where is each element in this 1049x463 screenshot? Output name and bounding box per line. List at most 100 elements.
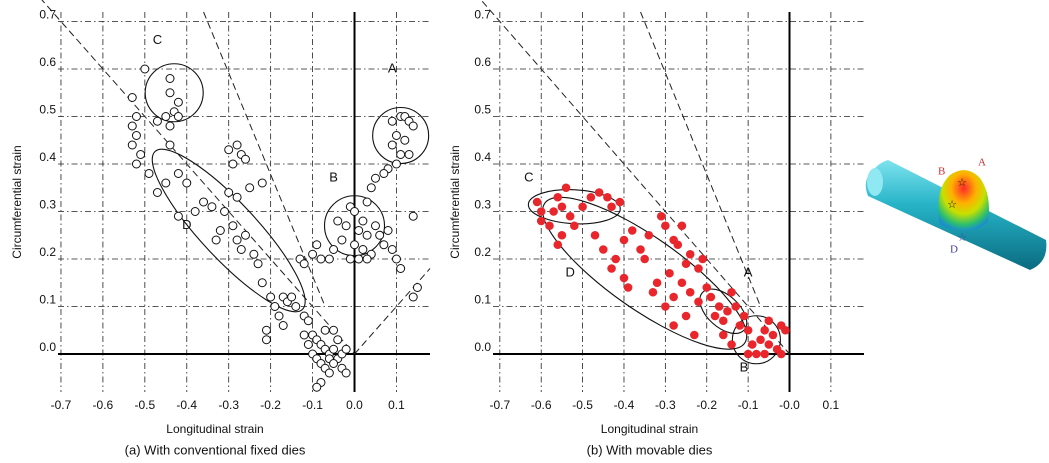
data-point — [367, 184, 375, 192]
data-point — [371, 174, 379, 182]
data-point — [599, 245, 608, 254]
data-point — [174, 113, 182, 121]
star: ☆ — [957, 177, 967, 189]
data-point — [330, 345, 338, 353]
data-point — [279, 322, 287, 330]
data-point — [603, 193, 612, 202]
data-point — [624, 283, 633, 292]
region-label: C — [524, 170, 533, 185]
x-tick-label: -0.3 — [655, 398, 676, 412]
data-point — [702, 283, 711, 292]
y-tick-label: 0.0 — [474, 340, 491, 354]
data-point — [719, 316, 728, 325]
data-point — [578, 202, 587, 211]
data-point — [342, 345, 350, 353]
data-point — [128, 94, 136, 102]
data-point — [254, 260, 262, 268]
data-point — [250, 250, 258, 258]
data-point — [401, 136, 409, 144]
data-point — [736, 321, 745, 330]
data-point — [225, 189, 233, 197]
data-point — [363, 231, 371, 239]
data-point — [661, 302, 670, 311]
y-axis-title: Circumferential strain — [10, 145, 24, 258]
data-point — [740, 312, 749, 321]
data-point — [229, 222, 237, 230]
data-point — [392, 255, 400, 263]
y-tick-label: 0.5 — [474, 103, 491, 117]
data-point — [545, 221, 554, 230]
caption: (b) With movable dies — [587, 442, 713, 457]
data-point — [191, 208, 199, 216]
x-tick-label: -0.6 — [93, 398, 114, 412]
data-point — [587, 193, 596, 202]
data-point — [145, 170, 153, 178]
data-point — [233, 236, 241, 244]
data-point — [744, 350, 753, 359]
data-point — [300, 331, 308, 339]
region-label: B — [740, 360, 749, 375]
region-label: B — [329, 170, 338, 185]
data-point — [620, 274, 629, 283]
data-point — [351, 208, 359, 216]
data-point — [760, 350, 769, 359]
x-tick-label: -0.5 — [134, 398, 155, 412]
data-point — [777, 350, 786, 359]
data-point — [355, 255, 363, 263]
data-point — [359, 246, 367, 254]
data-point — [313, 383, 321, 391]
y-tick-label: 0.6 — [39, 55, 56, 69]
data-point — [616, 198, 625, 207]
data-point — [727, 288, 736, 297]
data-point — [397, 151, 405, 159]
data-point — [636, 245, 645, 254]
data-point — [262, 326, 270, 334]
data-point — [258, 179, 266, 187]
data-point — [765, 316, 774, 325]
data-point — [174, 98, 182, 106]
y-tick-label: 0.3 — [39, 198, 56, 212]
data-point — [330, 246, 338, 254]
data-point — [607, 202, 616, 211]
x-tick-label: -0.4 — [614, 398, 635, 412]
region-label: A — [388, 60, 397, 75]
inset-image: ☆ ☆ ☆ B A D — [866, 157, 1047, 270]
reference-line — [475, 0, 790, 354]
data-point — [669, 321, 678, 330]
region-label: D — [182, 217, 191, 232]
star: ☆ — [957, 232, 967, 244]
data-point — [669, 293, 678, 302]
data-point — [657, 212, 666, 221]
data-point — [756, 335, 765, 344]
data-point — [405, 151, 413, 159]
data-point — [371, 222, 379, 230]
data-point — [342, 369, 350, 377]
data-point — [553, 193, 562, 202]
region-label: D — [565, 265, 574, 280]
data-point — [711, 312, 720, 321]
y-tick-label: 0.1 — [474, 293, 491, 307]
region-label: C — [153, 32, 162, 47]
x-axis-title: Longitudinal strain — [166, 422, 263, 436]
data-point — [292, 303, 300, 311]
y-tick-label: 0.0 — [39, 340, 56, 354]
data-point — [388, 246, 396, 254]
data-point — [731, 302, 740, 311]
data-point — [558, 231, 567, 240]
data-point — [330, 360, 338, 368]
y-axis-title: Circumferential strain — [448, 145, 462, 258]
data-point — [744, 326, 753, 335]
y-tick-label: 0.3 — [474, 198, 491, 212]
data-point — [346, 255, 354, 263]
data-point — [351, 241, 359, 249]
reference-line — [40, 0, 355, 354]
data-point — [591, 231, 600, 240]
data-point — [558, 202, 567, 211]
caption: (a) With conventional fixed dies — [125, 442, 306, 457]
x-tick-label: -0.4 — [176, 398, 197, 412]
data-point — [229, 160, 237, 168]
data-point — [225, 146, 233, 154]
data-point — [258, 279, 266, 287]
data-point — [661, 221, 670, 230]
data-point — [200, 198, 208, 206]
